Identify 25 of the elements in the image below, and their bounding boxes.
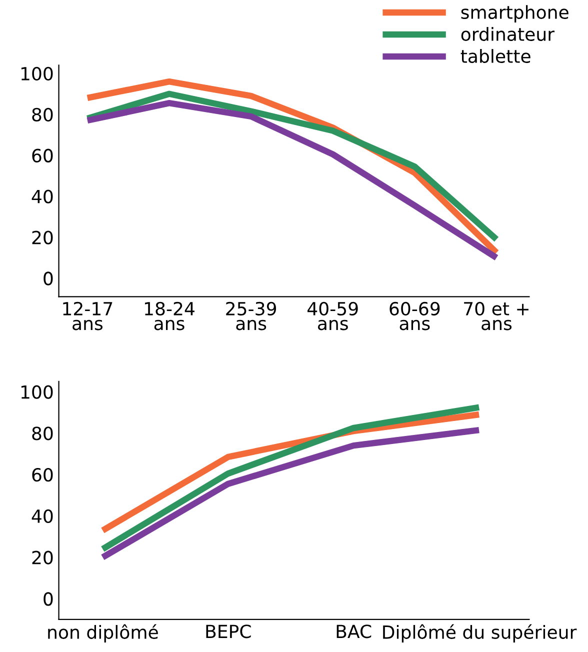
x-tick-label: BAC xyxy=(336,624,372,638)
x-tick-label: BEPC xyxy=(206,624,251,638)
y-tick-label: 0 xyxy=(44,272,53,286)
x-tick-label: 12-17 ans xyxy=(63,302,112,330)
legend-label: ordinateur xyxy=(461,27,555,42)
y-tick-label: 100 xyxy=(21,385,53,399)
x-tick-label: 60-69 ans xyxy=(390,302,440,330)
y-tick-label: 20 xyxy=(32,230,53,244)
y-tick-label: 80 xyxy=(32,108,53,122)
x-tick-label: non diplômé xyxy=(48,624,158,642)
legend-label: smartphone xyxy=(461,5,568,23)
x-tick-label: 70 et + ans xyxy=(464,302,528,330)
y-tick-label: 60 xyxy=(32,468,53,482)
y-tick-label: 100 xyxy=(21,66,53,81)
x-tick-label: 18-24 ans xyxy=(144,302,194,330)
x-tick-label: 25-39 ans xyxy=(226,302,276,330)
x-tick-label: 40-59 ans xyxy=(308,302,358,330)
y-tick-label: 60 xyxy=(32,148,53,162)
y-tick-label: 0 xyxy=(44,592,53,606)
y-tick-label: 40 xyxy=(32,509,53,524)
y-tick-label: 40 xyxy=(32,190,53,204)
x-tick-label: Diplômé du supérieur xyxy=(383,624,577,642)
y-tick-label: 80 xyxy=(32,426,53,440)
y-tick-label: 20 xyxy=(32,550,53,564)
legend-label: tablette xyxy=(460,49,530,64)
